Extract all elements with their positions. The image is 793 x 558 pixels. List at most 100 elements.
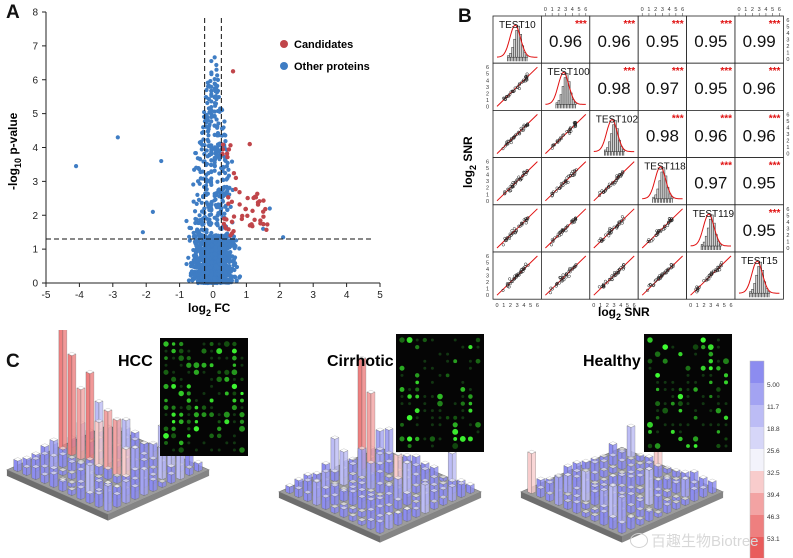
scatter-point xyxy=(707,273,711,277)
colorbar-segment xyxy=(750,537,764,558)
histogram-bar xyxy=(608,141,611,152)
protein-point xyxy=(209,260,214,265)
scatter-point xyxy=(526,123,530,127)
array-spot xyxy=(700,365,706,371)
protein-point xyxy=(220,246,226,252)
scatter-point xyxy=(511,181,515,185)
x-tick-label: -4 xyxy=(75,290,84,301)
scatter-point xyxy=(513,182,517,186)
array-spot xyxy=(694,409,698,413)
scatter-point xyxy=(519,126,523,130)
correlation-matrix: TEST10 *** 0.96 *** 0.96 *** 0.95 *** 0.95 *** 0.9… xyxy=(461,7,789,322)
array-spot xyxy=(423,409,427,413)
candidate-point xyxy=(233,175,239,181)
array-bar xyxy=(411,453,421,458)
protein-point xyxy=(227,258,232,263)
array-spot xyxy=(187,434,191,438)
array-spot xyxy=(671,345,675,349)
array-bar xyxy=(94,418,104,423)
candidate-point xyxy=(226,201,231,206)
array-spot xyxy=(656,380,660,384)
array-bar xyxy=(76,387,82,460)
protein-point xyxy=(215,280,220,285)
array-spot xyxy=(179,384,183,388)
array-spot xyxy=(708,351,714,357)
array-bar xyxy=(103,484,109,512)
scatter-point xyxy=(604,187,609,191)
array-spot xyxy=(678,351,683,357)
array-bar xyxy=(366,488,376,493)
array-bar xyxy=(49,470,59,475)
histogram-bar xyxy=(660,171,664,200)
top-tick-label: 0 xyxy=(641,7,644,13)
array-bar xyxy=(384,426,394,431)
array-bar xyxy=(397,511,403,526)
scatter-point xyxy=(647,284,651,288)
bottom-tick-label: 6 xyxy=(536,303,539,309)
array-bar xyxy=(31,464,41,469)
array-bar xyxy=(554,475,559,506)
array-spot xyxy=(678,408,683,413)
array-bar xyxy=(599,510,605,526)
array-bar xyxy=(653,494,659,510)
array-spot xyxy=(171,376,177,382)
scatter-point xyxy=(560,228,564,233)
array-bar xyxy=(689,480,699,484)
array-spot xyxy=(210,349,214,353)
scatter-point xyxy=(553,236,557,240)
protein-point xyxy=(193,220,198,226)
array-spot xyxy=(678,436,683,442)
correlation-value: 0.96 xyxy=(549,32,582,51)
array-bar xyxy=(294,485,304,490)
array-bar xyxy=(321,495,327,510)
bottom-tick-label: 3 xyxy=(709,303,712,309)
protein-point xyxy=(186,278,192,283)
array-bar xyxy=(375,520,381,534)
array-bar xyxy=(671,494,681,499)
fit-line xyxy=(496,255,538,296)
array-bar xyxy=(420,466,430,471)
variable-name: TEST15 xyxy=(741,256,778,267)
array-bar xyxy=(130,485,136,500)
scatter-point xyxy=(512,135,516,139)
array-spot xyxy=(724,402,728,406)
histogram-bar xyxy=(557,100,561,105)
array-bar xyxy=(581,469,587,502)
array-spot xyxy=(179,341,184,347)
array-bar xyxy=(406,492,412,506)
array-bar xyxy=(49,437,59,442)
array-spot xyxy=(186,362,192,368)
array-bar xyxy=(590,456,600,461)
protein-point xyxy=(212,55,217,60)
right-tick-label: 0 xyxy=(786,246,789,252)
array-bar xyxy=(103,409,109,472)
significance-stars: *** xyxy=(624,19,636,30)
array-bar xyxy=(680,469,690,474)
significance-stars: *** xyxy=(720,66,732,77)
array-bar xyxy=(67,459,77,464)
candidate-point xyxy=(250,208,255,214)
protein-point xyxy=(195,258,200,263)
protein-point xyxy=(261,226,266,231)
array-spot xyxy=(686,380,690,384)
scatter-point xyxy=(551,191,555,195)
array-spot xyxy=(709,409,713,413)
protein-point xyxy=(217,141,222,146)
protein-point xyxy=(205,258,210,263)
protein-point xyxy=(217,171,222,176)
scatter-point xyxy=(622,217,626,221)
array-bar xyxy=(393,511,399,526)
candidate-point xyxy=(230,69,236,74)
array-bar xyxy=(58,478,68,483)
protein-point xyxy=(222,119,227,124)
array-bar xyxy=(321,494,331,499)
array-bar xyxy=(375,446,385,451)
top-tick-label: 0 xyxy=(544,7,547,13)
array-bar xyxy=(406,508,412,522)
correlation-value: 0.96 xyxy=(597,32,630,51)
scatter-point xyxy=(564,179,568,183)
protein-point xyxy=(237,274,243,279)
scatter-point xyxy=(561,276,565,280)
array-bar xyxy=(112,493,118,508)
scatter-point xyxy=(602,284,606,288)
